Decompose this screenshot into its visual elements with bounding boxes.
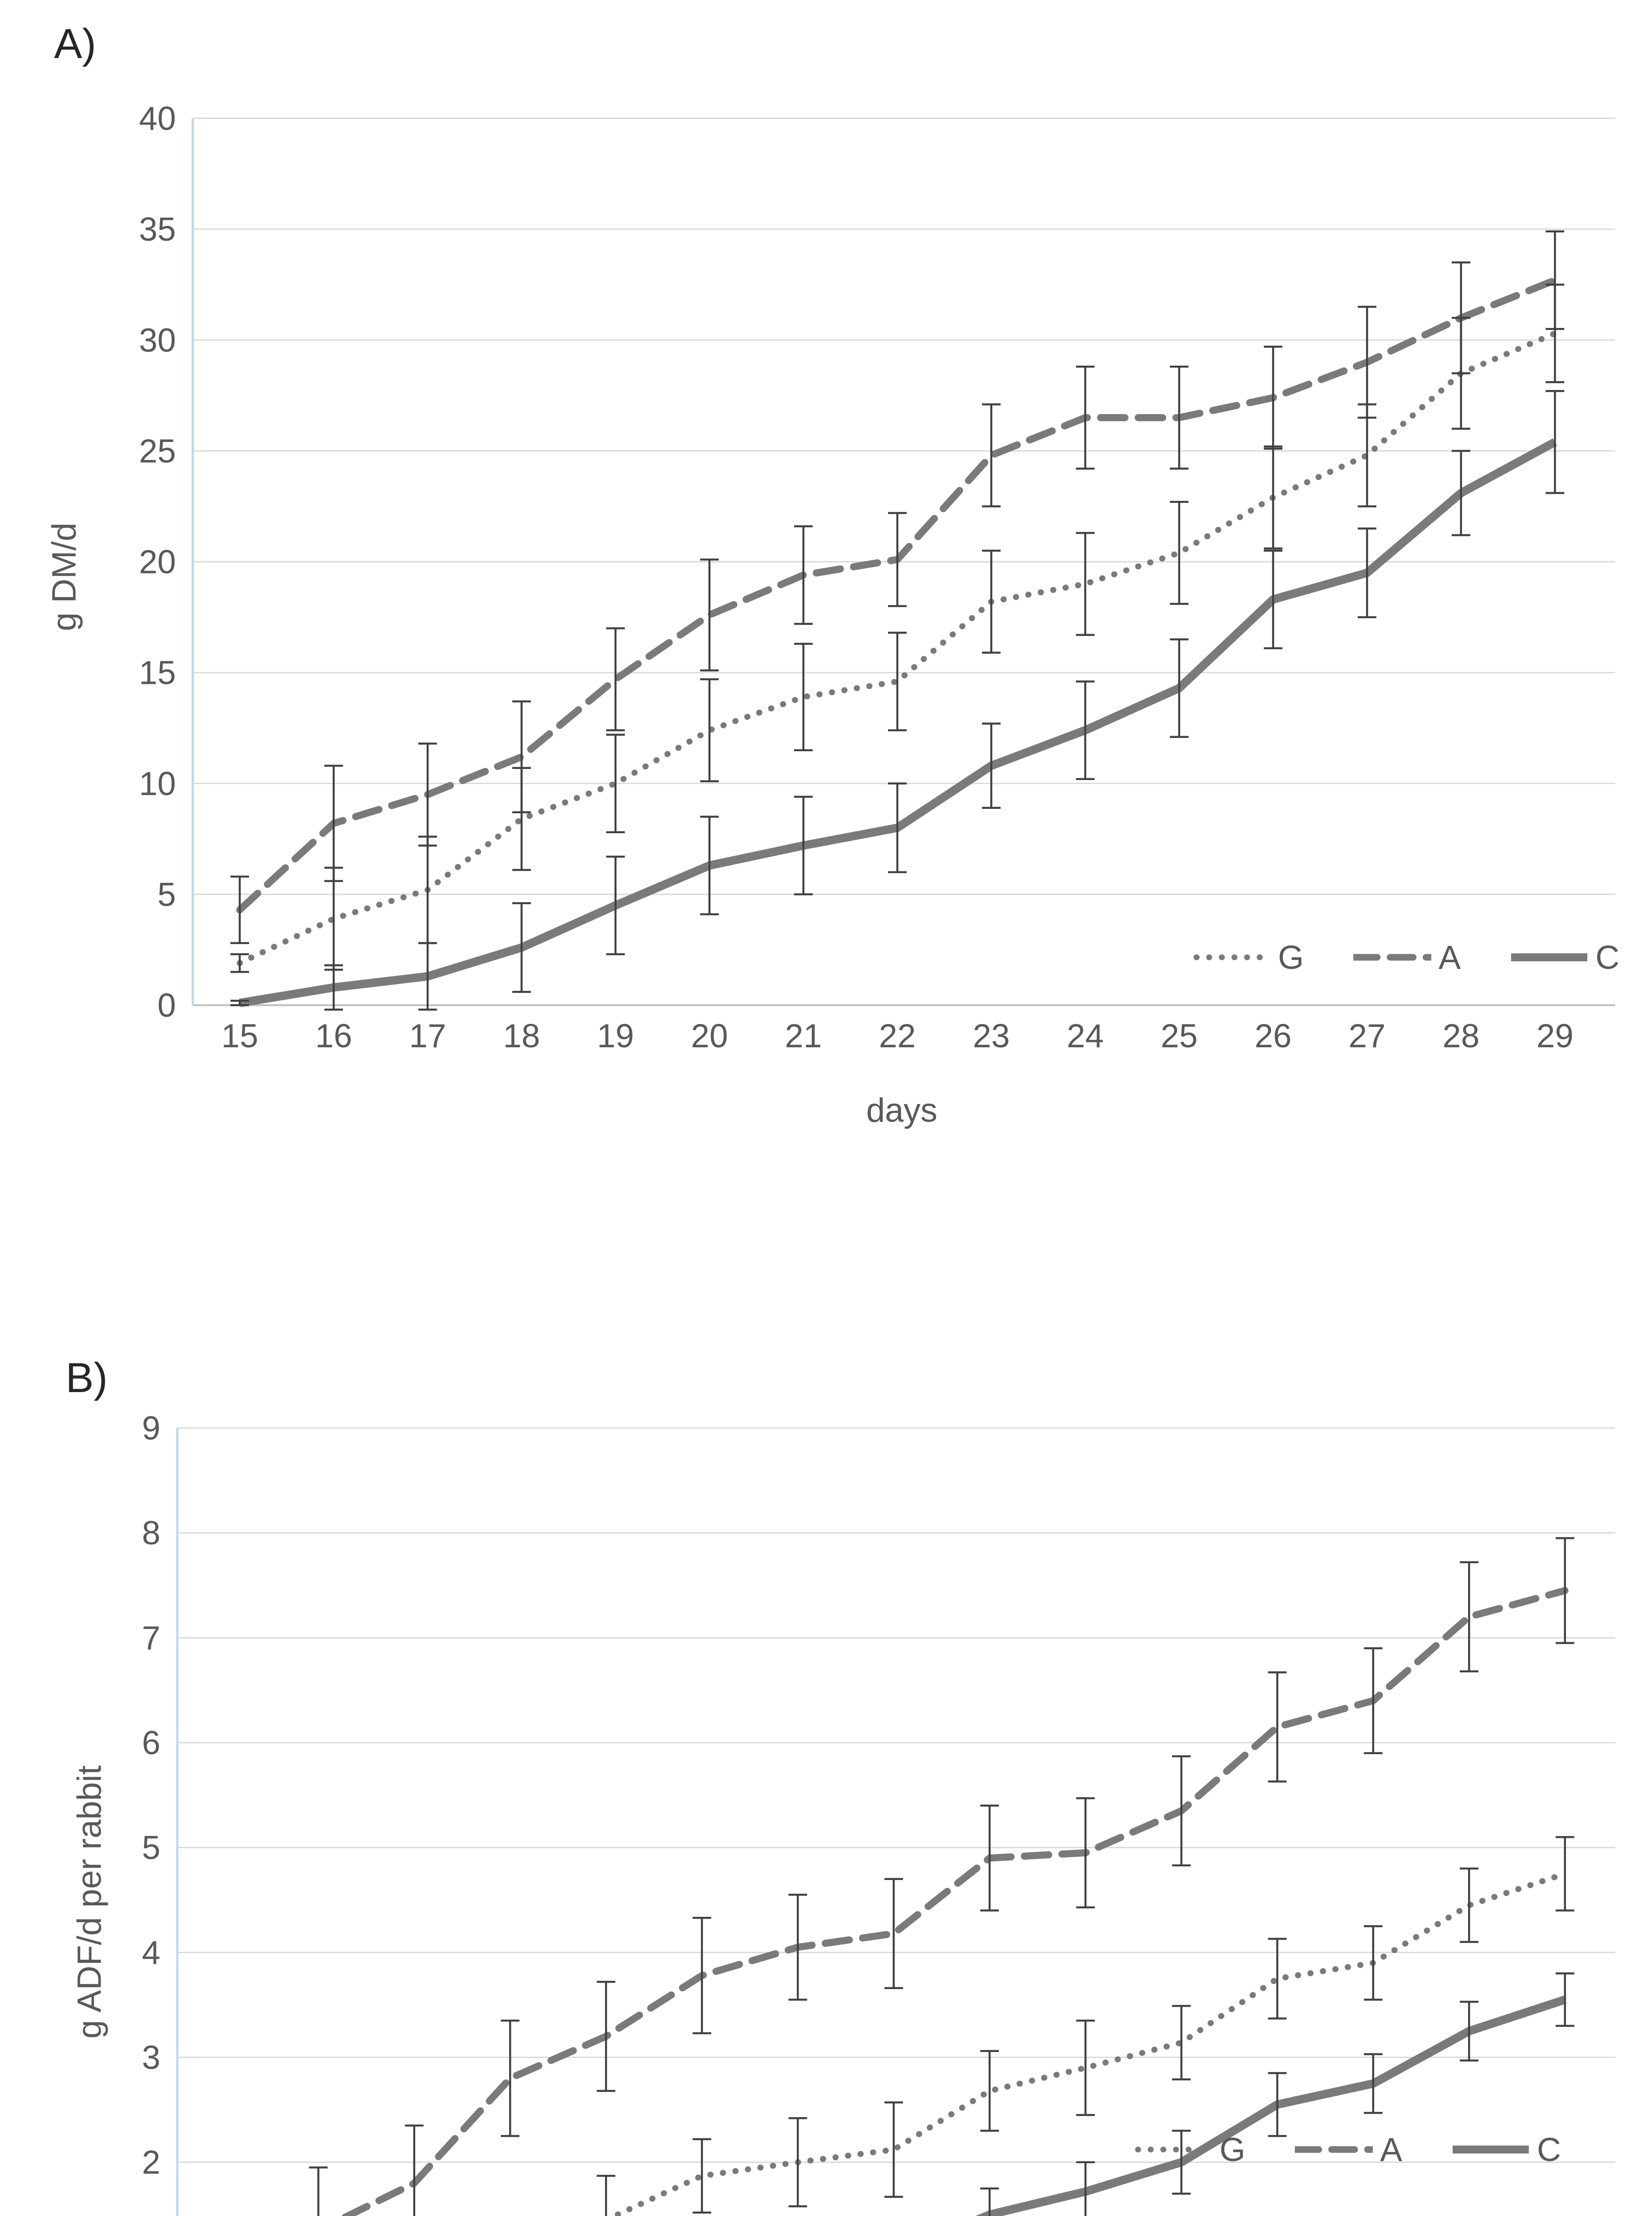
error-bars-a — [309, 1537, 1574, 2216]
y-tick-label: 0 — [157, 987, 176, 1024]
x-tick-label: 22 — [879, 1017, 916, 1054]
chart-a-x-axis-title: days — [866, 1092, 938, 1129]
y-tick-label: 2 — [142, 2144, 160, 2181]
series-line-c — [975, 1995, 1566, 2216]
y-tick-label: 4 — [142, 1934, 160, 1971]
chart-a-legend: G A C — [1193, 939, 1620, 976]
chart-b-legend-label-g: G — [1220, 2131, 1246, 2168]
chart-a-legend-item-c: C — [1510, 939, 1620, 976]
panel-a-label: A) — [54, 20, 96, 67]
y-tick-label: 5 — [142, 1829, 160, 1866]
x-tick-label: 26 — [1255, 1017, 1291, 1054]
solid-line-swatch-icon — [1511, 953, 1588, 961]
error-bars-c — [980, 1972, 1574, 2216]
y-tick-labels: 0123456789 — [142, 1409, 160, 2181]
chart-a-legend-item-g: G — [1193, 939, 1304, 976]
chart-a-legend-label-g: G — [1278, 939, 1304, 976]
y-tick-label: 35 — [139, 211, 176, 248]
x-tick-label: 17 — [409, 1017, 446, 1054]
error-bars-g — [596, 1836, 1574, 2216]
x-tick-label: 25 — [1161, 1017, 1197, 1054]
chart-b-legend-label-c: C — [1537, 2131, 1561, 2168]
x-tick-label: 19 — [597, 1017, 634, 1054]
dashed-line-swatch-icon — [1353, 954, 1432, 961]
chart-b-legend-item-c: C — [1452, 2131, 1561, 2168]
y-tick-label: 40 — [139, 100, 176, 137]
y-tick-label: 3 — [142, 2039, 160, 2076]
y-tick-label: 25 — [139, 432, 176, 469]
chart-b-y-axis-title: g ADF/d per rabbit — [70, 1765, 109, 2039]
chart-b-legend-item-a: A — [1295, 2131, 1402, 2168]
error-bars-c — [230, 390, 1564, 1011]
chart-b-legend-label-a: A — [1380, 2131, 1403, 2168]
x-tick-label: 29 — [1536, 1017, 1573, 1054]
chart-a-legend-item-a: A — [1353, 939, 1461, 976]
x-tick-label: 15 — [221, 1017, 258, 1054]
dotted-line-swatch-icon — [1193, 954, 1271, 960]
error-bars-a — [230, 230, 1564, 944]
x-tick-labels: 15 16 17 18 19 20 21 22 23 24 25 26 27 28 29 — [221, 1017, 1573, 1054]
chart-a-plot: 0 5 10 15 20 25 30 35 40 15 16 17 18 19 20 21 22 23 24 25 26… — [139, 100, 1615, 1054]
x-tick-label: 20 — [691, 1017, 728, 1054]
series-line-a — [339, 1587, 1569, 2216]
dotted-line-swatch-icon — [1135, 2146, 1212, 2153]
x-tick-label: 24 — [1067, 1017, 1103, 1054]
chart-b-legend: G A C — [1134, 2131, 1561, 2168]
y-tick-label: 5 — [157, 876, 176, 913]
chart-a-y-axis-title: g DM/d — [45, 523, 83, 631]
chart-b-legend-item-g: G — [1134, 2131, 1245, 2168]
y-tick-label: 10 — [139, 765, 176, 802]
y-tick-label: 30 — [139, 321, 176, 359]
y-tick-label: 6 — [142, 1724, 160, 1761]
x-tick-label: 28 — [1442, 1017, 1479, 1054]
y-tick-label: 15 — [139, 654, 176, 691]
dashed-line-swatch-icon — [1295, 2146, 1373, 2153]
gridlines — [177, 1427, 1615, 2163]
chart-a-legend-label-c: C — [1595, 939, 1620, 976]
error-bars-g — [230, 283, 1564, 973]
series-line-g — [237, 330, 1558, 966]
y-tick-label: 9 — [142, 1409, 160, 1447]
x-tick-label: 27 — [1348, 1017, 1385, 1054]
y-tick-labels: 0 5 10 15 20 25 30 35 40 — [139, 100, 176, 1024]
y-tick-label: 8 — [142, 1514, 160, 1552]
y-tick-label: 7 — [142, 1619, 160, 1656]
y-tick-label: 20 — [139, 543, 176, 581]
solid-line-swatch-icon — [1453, 2146, 1529, 2154]
panel-b-label: B) — [66, 1354, 108, 1401]
x-tick-label: 18 — [503, 1017, 540, 1054]
x-tick-label: 16 — [315, 1017, 352, 1054]
chart-b-plot: 0123456789151617181920212223242526272829 — [142, 1409, 1615, 2216]
x-tick-label: 21 — [785, 1017, 822, 1054]
x-tick-label: 23 — [973, 1017, 1009, 1054]
chart-a-legend-label-a: A — [1438, 939, 1461, 976]
